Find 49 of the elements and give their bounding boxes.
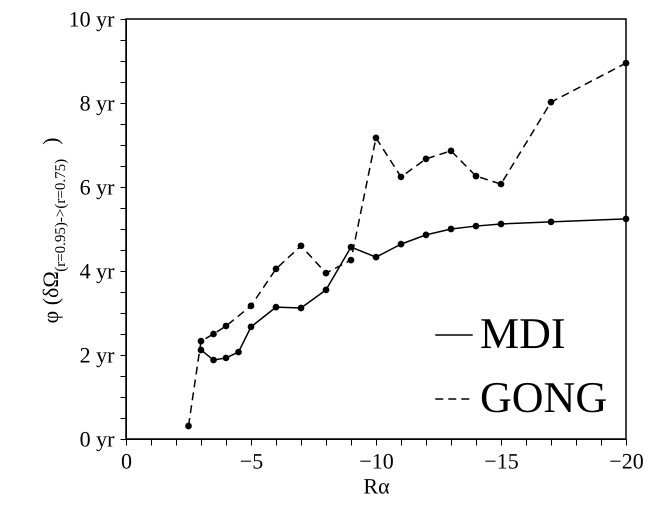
point [185,422,192,430]
y-tick-label: 4 yr [80,258,116,284]
y-tick-label: 10 yr [68,6,116,32]
point [222,354,230,362]
x-axis-title: Rα [363,474,390,498]
point [222,322,230,330]
legend-label: MDI [480,309,566,358]
point [298,304,304,312]
y-tick-label: 8 yr [80,90,116,116]
point [298,242,304,250]
point [272,304,280,310]
x-tick-label: −5 [240,448,264,474]
point [548,218,554,226]
point [248,324,254,330]
point [498,220,504,228]
point [548,98,554,106]
point [210,356,217,364]
point [198,338,204,344]
x-tick-label: −10 [359,448,394,474]
point [422,156,430,162]
point [622,60,630,66]
point [398,240,404,248]
point [372,254,380,260]
point [348,256,354,264]
x-tick-label: −20 [609,448,644,474]
y-axis-title: φ (δΩ(r=0.95)->(r=0.75)) [38,138,69,324]
point [248,302,254,310]
point [472,172,480,180]
point [448,148,454,154]
x-tick-label: −15 [484,448,519,474]
point [322,286,330,294]
point [198,346,204,354]
point [372,134,380,142]
x-tick-label: 0 [121,448,132,474]
point [235,348,242,356]
y-tick-label: 2 yr [80,342,116,368]
point [422,232,430,238]
point [272,266,280,272]
point [348,244,354,250]
y-tick-label: 0 yr [80,426,116,452]
point [448,226,454,232]
point [498,180,504,188]
point [472,222,480,230]
point [322,270,330,276]
point [210,330,217,338]
legend-label: GONG [480,373,608,422]
y-tick-label: 6 yr [80,174,116,200]
point [398,174,404,180]
point [622,216,630,222]
